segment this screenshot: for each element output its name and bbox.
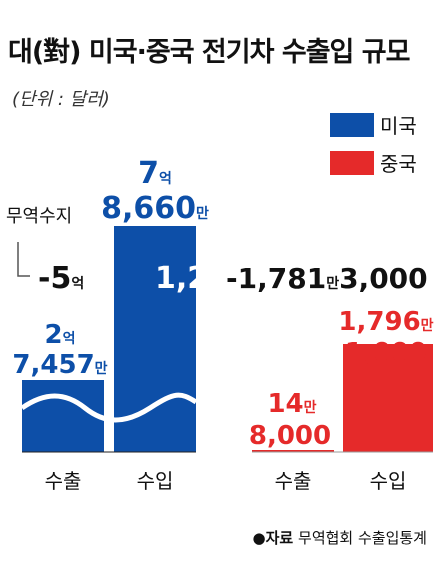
legend-item-us: 미국	[330, 110, 417, 139]
axis-break-wave	[20, 392, 198, 423]
trade-balance-label: 무역수지	[6, 206, 72, 227]
legend-label-us: 미국	[380, 114, 417, 138]
data-label-cn-import-top: 1,796만	[338, 307, 433, 337]
legend-item-cn: 중국	[330, 148, 417, 177]
data-label-us-balance: -5억	[38, 261, 84, 296]
unit-note: (단위 : 달러)	[12, 89, 110, 110]
chart-plot: 수출 수입 수출 수입 7억8,660만 1,203 2억7,457만 무역수지 -5억 -1,7…	[6, 156, 434, 493]
data-label-us-export-bottom: 7,457만	[12, 350, 107, 380]
data-label-us-import-bottom: 8,660만	[101, 191, 209, 226]
data-label-us-export-top: 2억	[45, 320, 76, 350]
legend-label-cn: 중국	[380, 152, 417, 176]
source-note: ●자료 무역협회 수출입통계	[253, 527, 427, 548]
bar-cn-export	[252, 450, 334, 452]
category-label-us-export: 수출	[45, 469, 82, 493]
legend-swatch-us	[330, 112, 374, 137]
data-label-cn-import-bottom: 1,000	[345, 338, 427, 368]
data-label-us-import-overflow: 1,203	[155, 261, 250, 296]
trade-balance-bracket	[17, 242, 30, 277]
data-label-cn-balance: -1,781만3,000	[226, 262, 428, 295]
bar-cn-import	[343, 344, 433, 452]
chart-title: 대(對) 미국·중국 전기차 수출입 규모	[8, 37, 410, 68]
data-label-cn-export-bottom: 8,000	[249, 421, 331, 451]
category-label-us-import: 수입	[137, 469, 174, 493]
data-label-cn-export-top: 14만	[267, 389, 316, 419]
bar-us-import	[114, 226, 196, 452]
source-text: 무역협회 수출입통계	[298, 529, 427, 547]
category-label-cn-export: 수출	[275, 469, 312, 493]
category-label-cn-import: 수입	[370, 469, 407, 493]
data-label-us-import-top: 7억	[138, 156, 172, 191]
legend-swatch-cn	[330, 150, 374, 175]
bar-us-export	[22, 380, 104, 452]
source-prefix: ●자료	[252, 529, 294, 547]
